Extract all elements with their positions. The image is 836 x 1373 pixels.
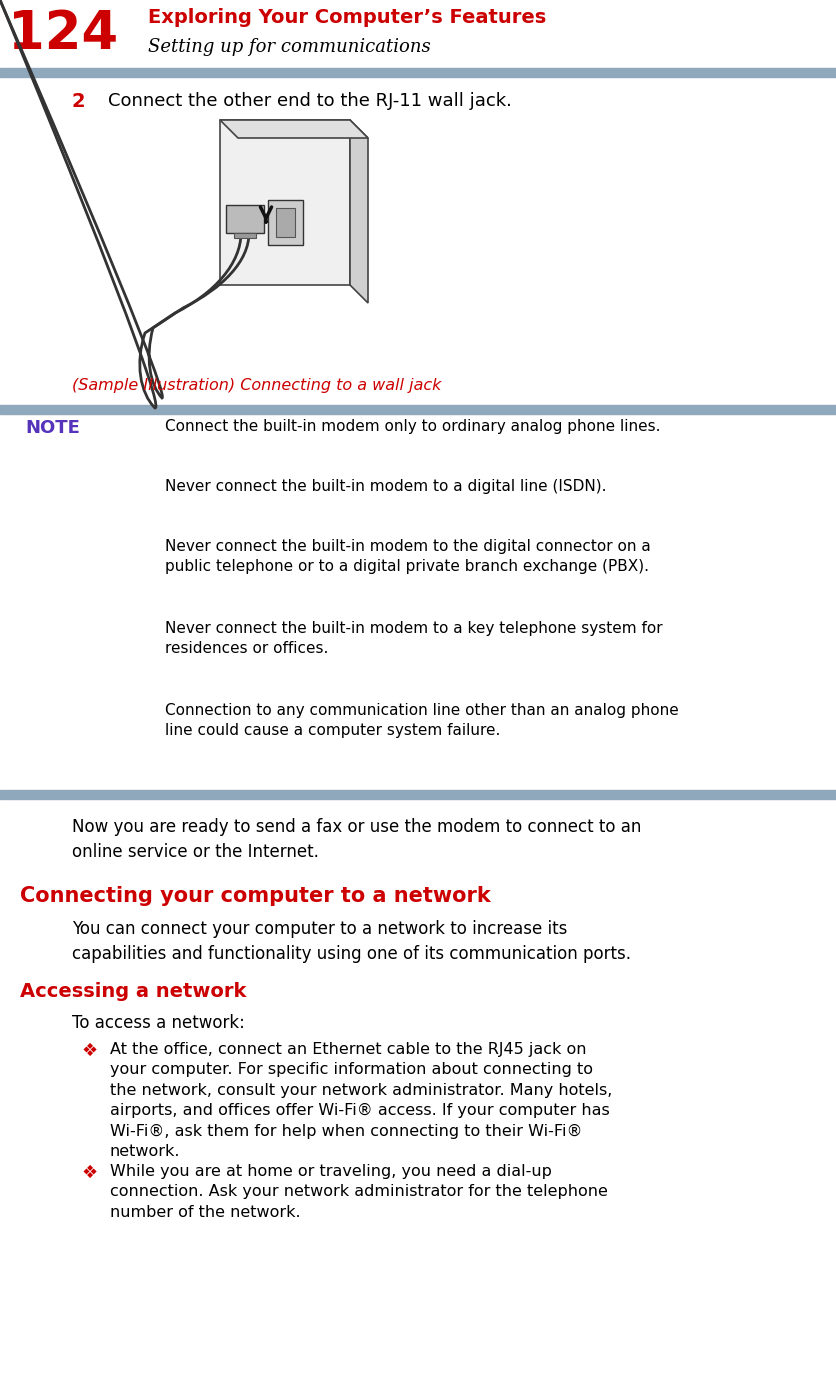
Text: Exploring Your Computer’s Features: Exploring Your Computer’s Features [148,8,546,27]
Text: Connect the other end to the RJ-11 wall jack.: Connect the other end to the RJ-11 wall … [108,92,512,110]
Bar [0,405,836,415]
Text: ❖: ❖ [82,1042,98,1060]
Text: 124: 124 [8,8,118,60]
Text: At the office, connect an Ethernet cable to the RJ45 jack on
your computer. For : At the office, connect an Ethernet cable… [110,1042,612,1159]
Text: Now you are ready to send a fax or use the modem to connect to an
online service: Now you are ready to send a fax or use t… [72,818,640,861]
Text: While you are at home or traveling, you need a dial-up
connection. Ask your netw: While you are at home or traveling, you … [110,1164,607,1219]
Bar [234,233,256,238]
Text: NOTE: NOTE [25,419,79,437]
Text: You can connect your computer to a network to increase its
capabilities and func: You can connect your computer to a netwo… [72,920,630,962]
Text: (Sample Illustration) Connecting to a wall jack: (Sample Illustration) Connecting to a wa… [72,378,441,393]
Text: To access a network:: To access a network: [72,1015,245,1032]
Text: Connect the built-in modem only to ordinary analog phone lines.: Connect the built-in modem only to ordin… [165,419,660,434]
Text: Accessing a network: Accessing a network [20,982,246,1001]
Text: 2: 2 [72,92,85,111]
Bar [226,205,263,233]
Polygon shape [349,119,368,303]
Text: ❖: ❖ [82,1164,98,1182]
Bar [220,119,349,286]
Bar [0,789,836,799]
Text: Connecting your computer to a network: Connecting your computer to a network [20,886,490,906]
Text: Setting up for communications: Setting up for communications [148,38,431,56]
Text: Connection to any communication line other than an analog phone
line could cause: Connection to any communication line oth… [165,703,678,737]
Bar [268,200,303,244]
Text: Never connect the built-in modem to the digital connector on a
public telephone : Never connect the built-in modem to the … [165,540,650,574]
Text: Never connect the built-in modem to a digital line (ISDN).: Never connect the built-in modem to a di… [165,479,606,494]
Bar [0,69,836,77]
Bar [276,207,294,238]
Text: Never connect the built-in modem to a key telephone system for
residences or off: Never connect the built-in modem to a ke… [165,621,662,656]
Polygon shape [220,119,368,139]
